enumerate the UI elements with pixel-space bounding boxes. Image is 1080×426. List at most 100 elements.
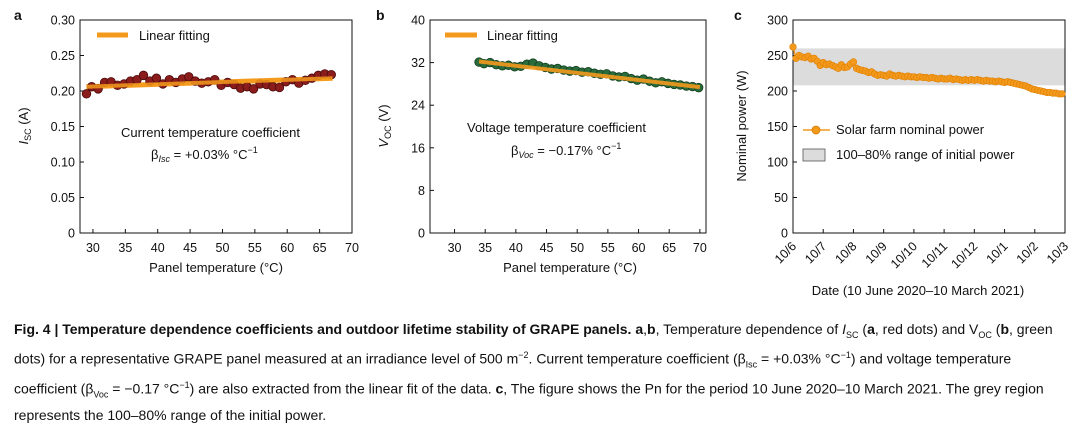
x-tick-label: 10/7 <box>802 239 829 266</box>
caption-sub-isc: Isc <box>745 359 758 370</box>
x-tick-label: 50 <box>570 241 584 255</box>
panel-b-label: b <box>376 7 385 23</box>
caption-text-4: ( <box>991 321 1001 337</box>
x-tick-label: 40 <box>151 241 165 255</box>
panel-b-chart: b 0 8 16 24 32 40 30 35 40 45 50 55 60 65 70 Linear f… <box>376 7 707 275</box>
data-point-a <box>184 72 194 82</box>
x-axis-label-a: Panel temperature (°C) <box>149 260 283 275</box>
x-tick-label: 35 <box>118 241 132 255</box>
caption-ref-c: c <box>495 380 504 397</box>
caption-text-7: = +0.03% °C <box>757 350 841 367</box>
y-tick-label: 250 <box>767 49 788 63</box>
legend-label-a: Linear fitting <box>139 28 210 43</box>
x-tick-label: 10/2 <box>1014 239 1041 266</box>
legend-label-band-c: 100–80% range of initial power <box>836 147 1015 162</box>
data-point-c <box>789 43 797 51</box>
annotation-coef-b: βVoc = −0.17% °C−1 <box>511 141 621 160</box>
y-tick-label: 0.05 <box>51 191 75 205</box>
legend-marker-series-c <box>811 125 821 135</box>
x-tick-label: 65 <box>313 241 327 255</box>
caption-ref-b: b <box>1000 321 1010 337</box>
y-axis-label-b: VOC (V) <box>376 104 393 147</box>
x-tick-label: 40 <box>509 241 523 255</box>
x-tick-label: 55 <box>248 241 262 255</box>
figure-caption: Fig. 4 | Temperature dependence coeffici… <box>14 319 1074 426</box>
figure: a 0 0.05 0.10 0.15 0.20 0.25 0.30 30 35 40 45 50 55… <box>14 7 1071 298</box>
data-point-a <box>138 70 149 81</box>
annotation-title-a: Current temperature coefficient <box>121 125 300 140</box>
panel-c-label: c <box>734 7 742 23</box>
y-tick-label: 32 <box>411 56 425 70</box>
caption-text-9: = −0.17 °C <box>108 380 180 397</box>
legend-label-b: Linear fitting <box>487 28 558 43</box>
y-tick-label: 0.10 <box>51 156 75 170</box>
data-point-c <box>849 58 858 66</box>
y-tick-label: 0.15 <box>51 120 75 134</box>
x-tick-label: 60 <box>280 241 294 255</box>
y-tick-label: 150 <box>767 120 788 134</box>
caption-sup-1: −2 <box>518 350 529 361</box>
caption-text-2: ( <box>858 321 868 337</box>
x-tick-label: 30 <box>448 241 462 255</box>
panel-a-chart: a 0 0.05 0.10 0.15 0.20 0.25 0.30 30 35 40 45 50 55… <box>14 7 359 275</box>
y-tick-label: 50 <box>774 191 788 205</box>
x-tick-label: 55 <box>601 241 615 255</box>
x-axis-label-b: Panel temperature (°C) <box>503 260 637 275</box>
y-tick-label: 0 <box>418 227 425 241</box>
x-tick-label: 10/1 <box>984 239 1011 266</box>
data-point-a <box>248 84 259 94</box>
caption-voc-sub: OC <box>978 329 992 340</box>
caption-sup-3: −1 <box>179 380 190 391</box>
y-tick-label: 8 <box>418 184 425 198</box>
panel-a-label: a <box>14 7 22 23</box>
caption-isc-sub: SC <box>846 329 859 340</box>
legend-swatch-band-c <box>802 148 826 162</box>
x-tick-label: 70 <box>693 241 707 255</box>
y-tick-label: 40 <box>411 14 425 28</box>
caption-isc: I <box>842 321 847 337</box>
caption-panel-a: a <box>635 321 644 337</box>
y-tick-label: 300 <box>767 14 788 28</box>
y-tick-label: 16 <box>411 141 425 155</box>
y-tick-label: 200 <box>767 85 788 99</box>
caption-sup-2: −1 <box>840 350 851 361</box>
x-axis-label-c: Date (10 June 2020–10 March 2021) <box>812 283 1024 298</box>
caption-ref-a: a <box>867 321 875 337</box>
y-tick-label: 0 <box>781 227 788 241</box>
x-tick-label: 30 <box>86 241 100 255</box>
caption-text-3: , red dots) and V <box>874 321 979 337</box>
caption-title: Fig. 4 | Temperature dependence coeffici… <box>14 321 632 337</box>
caption-text-5: , green dots) for a representative GRAPE… <box>14 321 1053 367</box>
y-axis-label-a: ISC (A) <box>16 107 33 144</box>
x-tick-label: 65 <box>662 241 676 255</box>
y-tick-label: 0.25 <box>51 49 75 63</box>
x-tick-label: 45 <box>540 241 554 255</box>
x-tick-label: 10/3 <box>1044 239 1071 266</box>
x-tick-label: 35 <box>478 241 492 255</box>
data-point-a <box>81 89 92 99</box>
caption-panel-b: b <box>647 321 656 337</box>
annotation-title-b: Voltage temperature coefficient <box>467 120 646 135</box>
x-tick-label: 10/12 <box>948 239 980 271</box>
x-tick-label: 45 <box>183 241 197 255</box>
caption-comma: , <box>643 321 648 337</box>
caption-text-8: ) and voltage temperature coefficient (β <box>14 350 1012 397</box>
fit-line-a-overlay <box>86 76 333 89</box>
fit-line-b <box>478 59 701 90</box>
y-axis-label-c: Nominal power (W) <box>734 70 749 181</box>
x-tick-label: 70 <box>345 241 359 255</box>
caption-text-10: ) are also extracted from the linear fit… <box>189 380 496 397</box>
x-tick-label: 60 <box>632 241 646 255</box>
x-tick-label: 10/11 <box>919 239 950 270</box>
legend-label-series-c: Solar farm nominal power <box>836 122 985 137</box>
caption-sub-voc: Voc <box>93 389 109 400</box>
x-tick-label: 10/10 <box>888 239 920 271</box>
legend-c: Solar farm nominal power 100–80% range o… <box>802 122 1015 162</box>
x-tick-label: 10/6 <box>772 239 799 266</box>
caption-text-6: . Current temperature coefficient (β <box>528 350 746 367</box>
annotation-coef-a: βIsc = +0.03% °C−1 <box>151 145 258 164</box>
y-tick-label: 0.30 <box>51 14 75 28</box>
x-tick-label: 10/8 <box>832 239 859 266</box>
y-tick-label: 0.20 <box>51 85 75 99</box>
